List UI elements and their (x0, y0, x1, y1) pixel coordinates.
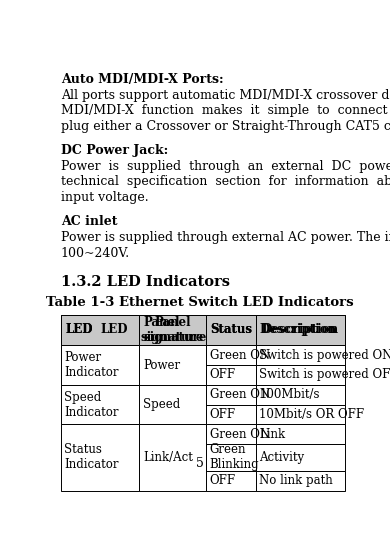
Bar (206, 385, 256, 405)
Text: No link path: No link path (259, 474, 333, 487)
Text: DC Power Jack:: DC Power Jack: (61, 144, 168, 157)
Text: Power is supplied through external AC power. The input AC voltage is: Power is supplied through external AC po… (61, 231, 390, 244)
Text: Green
Blinking: Green Blinking (209, 443, 259, 472)
Bar (61, 315, 140, 345)
Bar (256, 315, 345, 345)
Text: 5: 5 (196, 457, 204, 470)
Text: Power
Indicator: Power Indicator (64, 351, 119, 379)
Bar (140, 385, 206, 425)
Text: Description: Description (262, 324, 339, 336)
Text: Link: Link (259, 428, 285, 441)
Text: 1.3.2 LED Indicators: 1.3.2 LED Indicators (61, 276, 230, 289)
Bar (256, 471, 345, 491)
Text: LED: LED (100, 324, 128, 336)
Bar (256, 425, 345, 444)
Bar (256, 345, 345, 365)
Text: Speed: Speed (143, 398, 180, 411)
Bar (140, 315, 206, 345)
Text: OFF: OFF (209, 474, 236, 487)
Text: Panel
signature: Panel signature (143, 316, 206, 344)
Bar (206, 315, 256, 345)
Text: Status: Status (210, 324, 252, 336)
Text: 100~240V.: 100~240V. (61, 247, 130, 260)
Text: Activity: Activity (259, 451, 305, 464)
Bar (256, 365, 345, 385)
Text: input voltage.: input voltage. (61, 191, 149, 204)
Bar (61, 345, 140, 385)
Text: Status: Status (210, 324, 252, 336)
Bar (206, 315, 256, 345)
Bar (140, 315, 206, 345)
Text: plug either a Crossover or Straight-Through CAT5 cable into any port.: plug either a Crossover or Straight-Thro… (61, 120, 390, 133)
Bar (140, 345, 206, 385)
Bar (206, 345, 256, 365)
Text: Status
Indicator: Status Indicator (64, 443, 119, 472)
Text: Green ON: Green ON (209, 428, 269, 441)
Bar (61, 425, 140, 491)
Bar (206, 405, 256, 425)
Text: Green ON: Green ON (209, 388, 269, 401)
Text: Switch is powered OFF: Switch is powered OFF (259, 368, 390, 381)
Text: Table 1-3 Ethernet Switch LED Indicators: Table 1-3 Ethernet Switch LED Indicators (46, 296, 354, 309)
Text: AC inlet: AC inlet (61, 215, 117, 229)
Text: MDI/MDI-X  function  makes  it  simple  to  connect  to  the  switch—just: MDI/MDI-X function makes it simple to co… (61, 104, 390, 117)
Text: Green ON: Green ON (209, 349, 269, 362)
Bar (206, 444, 256, 471)
Bar (256, 444, 345, 471)
Bar (206, 471, 256, 491)
Text: Link/Act: Link/Act (143, 451, 193, 464)
Text: Speed
Indicator: Speed Indicator (64, 390, 119, 419)
Bar (61, 385, 140, 425)
Bar (256, 405, 345, 425)
Text: Auto MDI/MDI-X Ports:: Auto MDI/MDI-X Ports: (61, 73, 223, 86)
Bar (206, 425, 256, 444)
Text: LED: LED (66, 324, 93, 336)
Text: OFF: OFF (209, 368, 236, 381)
Text: Description: Description (259, 324, 337, 336)
Text: 100Mbit/s: 100Mbit/s (259, 388, 320, 401)
Bar (256, 385, 345, 405)
Text: 10Mbit/s OR OFF: 10Mbit/s OR OFF (259, 408, 365, 421)
Bar (206, 365, 256, 385)
Text: OFF: OFF (209, 408, 236, 421)
Text: Switch is powered ON: Switch is powered ON (259, 349, 390, 362)
Text: technical  specification  section  for  information  about  the  DC  power: technical specification section for info… (61, 176, 390, 189)
Bar (140, 425, 206, 491)
Text: Panel
signature: Panel signature (141, 316, 204, 344)
Text: Power: Power (143, 359, 180, 372)
Text: All ports support automatic MDI/MDI-X crossover detection. The Auto: All ports support automatic MDI/MDI-X cr… (61, 89, 390, 102)
Bar (61, 315, 140, 345)
Text: Power  is  supplied  through  an  external  DC  power  adapter.  Check  the: Power is supplied through an external DC… (61, 160, 390, 173)
Text: LED: LED (66, 324, 93, 336)
Bar (256, 315, 345, 345)
